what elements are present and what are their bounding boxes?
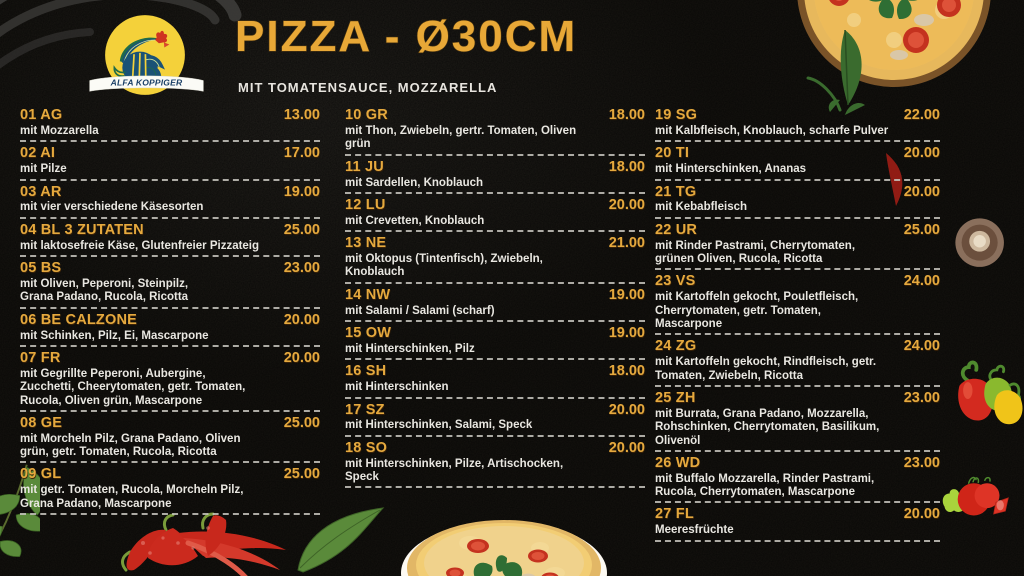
svg-text:ALFA KOPPIGER: ALFA KOPPIGER: [110, 78, 183, 88]
